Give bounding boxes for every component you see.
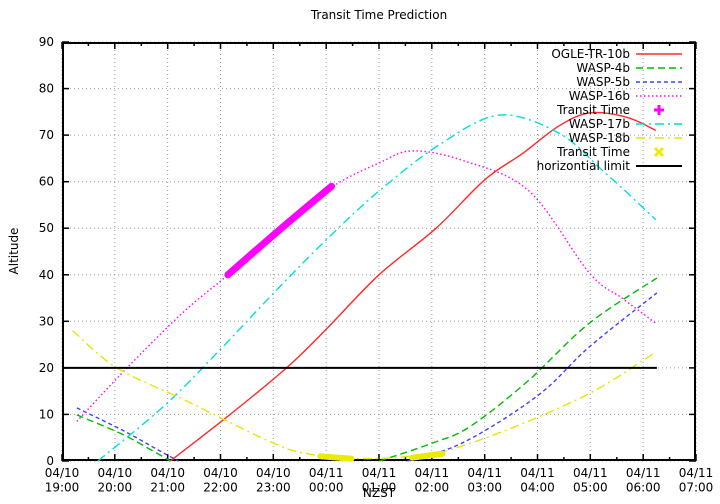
x-tick-label-time: 03:00 [467,481,502,495]
x-tick-label-date: 04/10 [98,466,133,480]
x-tick-label-time: 07:00 [679,481,714,495]
y-tick-label: 40 [39,268,54,282]
legend-label-wasp-17b-5: WASP-17b [569,117,630,131]
x-tick-label-time: 21:00 [150,481,185,495]
series-wasp-4b [76,277,658,462]
x-axis-label: NZST [362,486,396,500]
x-tick-label-date: 04/11 [520,466,555,480]
y-tick-label: 60 [39,175,54,189]
x-tick-label-time: 01:00 [362,481,397,495]
plot-border [62,42,696,461]
x-tick-label-date: 04/10 [45,466,80,480]
x-tick-label-time: 19:00 [45,481,80,495]
y-tick-label: 80 [39,82,54,96]
legend-marker-cross-icon [653,146,665,158]
x-tick-label-time: 05:00 [573,481,608,495]
y-tick-label: 20 [39,361,54,375]
x-tick-label-date: 04/10 [150,466,185,480]
legend-label-transit-time-4: Transit Time [556,103,630,117]
x-tick-label-date: 04/11 [415,466,450,480]
legend-label-wasp-4b-1: WASP-4b [576,61,630,75]
y-tick-label: 0 [46,454,54,468]
x-tick-label-time: 06:00 [626,481,661,495]
legend-label-wasp-5b-2: WASP-5b [576,75,630,89]
x-tick-label-date: 04/11 [362,466,397,480]
series-wasp-17b [97,114,657,462]
transit-marker-transit-time-cross [317,450,446,462]
x-tick-label-time: 02:00 [415,481,450,495]
legend-label-horizontial-limit-8: horizontial limit [537,159,631,173]
legend-label-transit-time-7: Transit Time [556,145,630,159]
x-tick-label-date: 04/11 [626,466,661,480]
x-tick-label-time: 23:00 [256,481,291,495]
y-tick-label: 30 [39,314,54,328]
x-tick-label-date: 04/11 [573,466,608,480]
x-tick-labels: 04/1019:0004/1020:0004/1021:0004/1022:00… [45,466,714,495]
transit-marker-transit-time-plus [224,182,335,279]
y-tick-label: 10 [39,407,54,421]
y-tick-label: 90 [39,35,54,49]
x-tick-label-date: 04/11 [467,466,502,480]
series-wasp-16b [76,150,657,422]
legend-label-wasp-16b-3: WASP-16b [569,89,630,103]
legend: OGLE-TR-10bWASP-4bWASP-5bWASP-16bTransit… [537,47,682,173]
x-tick-label-time: 20:00 [98,481,133,495]
legend-marker-plus-icon [654,105,664,115]
y-tick-label: 50 [39,221,54,235]
y-tick-labels: 0 10 20 30 40 50 60 70 80 90 [39,35,54,468]
x-tick-label-date: 04/10 [256,466,291,480]
x-tick-label-date: 04/11 [309,466,344,480]
x-tick-label-time: 22:00 [203,481,238,495]
y-tick-label: 70 [39,128,54,142]
plot-title: Transit Time Prediction [310,8,448,22]
x-tick-label-time: 00:00 [309,481,344,495]
x-tick-label-time: 04:00 [520,481,555,495]
legend-label-wasp-18b-6: WASP-18b [569,131,630,145]
x-tick-label-date: 04/10 [203,466,238,480]
series-ogle-tr-10b [169,111,657,462]
series-wasp-18b [72,330,657,460]
legend-label-ogle-tr-10b-0: OGLE-TR-10b [551,47,630,61]
x-tick-label-date: 04/11 [679,466,714,480]
series-wasp-5b [76,292,658,462]
